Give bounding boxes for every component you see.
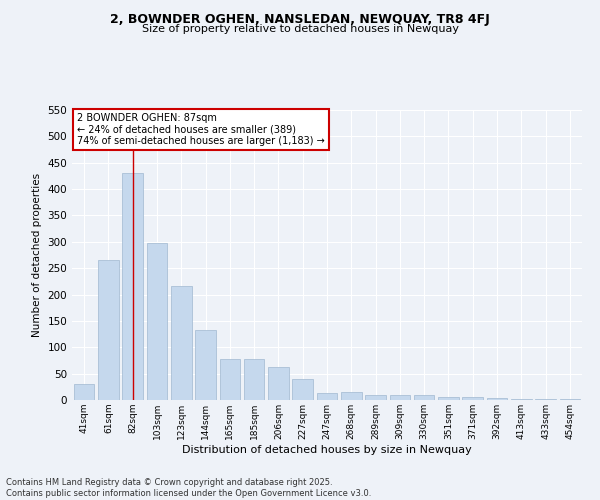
Bar	[220, 359, 240, 400]
Bar	[74, 384, 94, 400]
Bar	[438, 398, 459, 400]
Bar	[487, 398, 508, 400]
Bar	[511, 399, 532, 400]
Bar	[146, 243, 167, 400]
Bar	[268, 368, 289, 400]
Bar	[122, 174, 143, 400]
Text: Contains HM Land Registry data © Crown copyright and database right 2025.
Contai: Contains HM Land Registry data © Crown c…	[6, 478, 371, 498]
Y-axis label: Number of detached properties: Number of detached properties	[32, 173, 42, 337]
Bar	[535, 399, 556, 400]
Bar	[292, 379, 313, 400]
Bar	[560, 399, 580, 400]
Bar	[365, 396, 386, 400]
Text: Size of property relative to detached houses in Newquay: Size of property relative to detached ho…	[142, 24, 458, 34]
Bar	[463, 398, 483, 400]
Text: 2 BOWNDER OGHEN: 87sqm
← 24% of detached houses are smaller (389)
74% of semi-de: 2 BOWNDER OGHEN: 87sqm ← 24% of detached…	[77, 113, 325, 146]
Bar	[98, 260, 119, 400]
Bar	[195, 330, 216, 400]
X-axis label: Distribution of detached houses by size in Newquay: Distribution of detached houses by size …	[182, 444, 472, 454]
Text: 2, BOWNDER OGHEN, NANSLEDAN, NEWQUAY, TR8 4FJ: 2, BOWNDER OGHEN, NANSLEDAN, NEWQUAY, TR…	[110, 12, 490, 26]
Bar	[414, 396, 434, 400]
Bar	[244, 359, 265, 400]
Bar	[389, 396, 410, 400]
Bar	[341, 392, 362, 400]
Bar	[171, 286, 191, 400]
Bar	[317, 392, 337, 400]
